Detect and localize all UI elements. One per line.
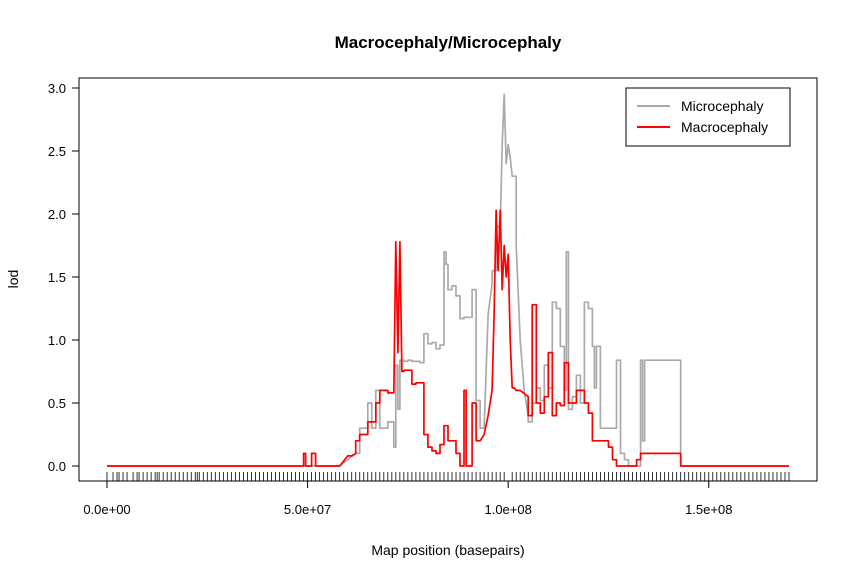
y-tick-label: 3.0 — [48, 81, 66, 96]
rug-marks — [106, 472, 790, 481]
x-tick-label: 1.0e+08 — [484, 502, 531, 517]
legend: Microcephaly Macrocephaly — [625, 87, 791, 147]
y-axis-label: lod — [5, 270, 21, 289]
legend-label-microcephaly: Microcephaly — [681, 98, 763, 114]
legend-box — [625, 87, 791, 147]
y-axis: 0.0 0.5 1.0 1.5 2.0 2.5 3.0 — [48, 81, 80, 474]
x-tick-label: 1.5e+08 — [685, 502, 732, 517]
y-tick-label: 0.0 — [48, 459, 66, 474]
x-axis-label: Map position (basepairs) — [371, 542, 524, 558]
chart-title: Macrocephaly/Microcephaly — [335, 33, 562, 52]
y-tick-label: 0.5 — [48, 396, 66, 411]
y-tick-label: 1.0 — [48, 333, 66, 348]
y-tick-label: 1.5 — [48, 270, 66, 285]
x-tick-label: 0.0e+00 — [83, 502, 130, 517]
series-line-microcephaly — [107, 93, 789, 467]
series-line-macrocephaly — [107, 209, 789, 467]
legend-label-macrocephaly: Macrocephaly — [681, 119, 768, 135]
x-tick-label: 5.0e+07 — [284, 502, 331, 517]
series-lines — [107, 93, 789, 467]
y-tick-label: 2.5 — [48, 144, 66, 159]
y-tick-label: 2.0 — [48, 207, 66, 222]
x-axis: 0.0e+00 5.0e+07 1.0e+08 1.5e+08 — [83, 480, 732, 517]
